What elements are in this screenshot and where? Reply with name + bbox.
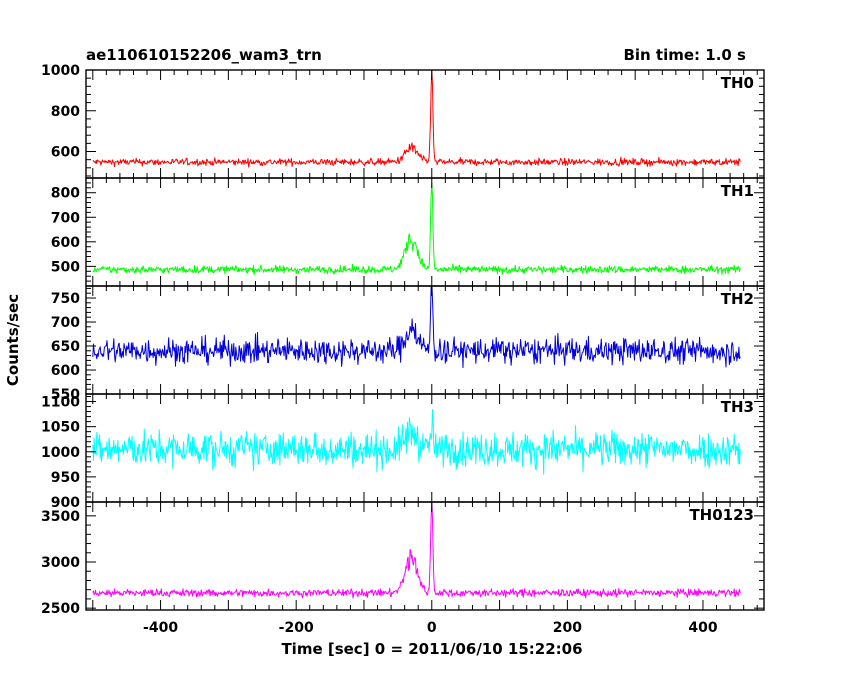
chart-subtitle: Bin time: 1.0 s bbox=[623, 46, 746, 64]
x-tick-label: 200 bbox=[553, 620, 582, 636]
y-axis-label: Counts/sec bbox=[4, 294, 22, 386]
x-axis-label: Time [sec] 0 = 2011/06/10 15:22:06 bbox=[281, 640, 582, 658]
y-tick-label: 600 bbox=[51, 235, 80, 251]
panel-frame-th2 bbox=[85, 285, 765, 395]
y-tick-label: 3000 bbox=[41, 555, 80, 571]
panel-label-th2: TH2 bbox=[721, 290, 754, 308]
panel-label-th1: TH1 bbox=[721, 182, 754, 200]
y-tick-label: 800 bbox=[51, 186, 80, 202]
y-tick-label: 1000 bbox=[41, 63, 80, 79]
y-tick-label: 3500 bbox=[41, 509, 80, 525]
y-tick-label: 1000 bbox=[41, 445, 80, 461]
x-tick-label: 400 bbox=[688, 620, 717, 636]
y-tick-label: 700 bbox=[51, 315, 80, 331]
x-tick-label: -200 bbox=[279, 620, 314, 636]
x-tick-label: 0 bbox=[427, 620, 437, 636]
y-tick-label: 900 bbox=[51, 495, 80, 511]
y-tick-label: 750 bbox=[51, 291, 80, 307]
chart-title: ae110610152206_wam3_trn bbox=[86, 46, 322, 64]
y-tick-label: 1100 bbox=[41, 395, 80, 411]
y-tick-label: 600 bbox=[51, 145, 80, 161]
series-line-th3 bbox=[92, 409, 741, 475]
panel-label-th0: TH0 bbox=[721, 74, 754, 92]
x-tick-label: -400 bbox=[143, 620, 178, 636]
y-tick-label: 500 bbox=[51, 259, 80, 275]
y-tick-label: 600 bbox=[51, 363, 80, 379]
panels-group: TH0 600 800 1000 TH1 500 600 700 800 TH2 550 600 650… bbox=[41, 63, 765, 636]
panel-frame-th0123 bbox=[85, 501, 765, 611]
y-tick-label: 2500 bbox=[41, 601, 80, 617]
y-tick-label: 700 bbox=[51, 210, 80, 226]
series-line-th2 bbox=[92, 286, 741, 369]
y-tick-label: 800 bbox=[51, 104, 80, 120]
series-line-th0123 bbox=[92, 502, 741, 599]
series-line-th0 bbox=[92, 70, 741, 168]
panel-label-th3: TH3 bbox=[721, 398, 754, 416]
y-tick-label: 950 bbox=[51, 470, 80, 486]
series-line-th1 bbox=[92, 182, 741, 276]
y-tick-label: 650 bbox=[51, 339, 80, 355]
y-tick-label: 550 bbox=[51, 387, 80, 403]
y-tick-label: 1050 bbox=[41, 420, 80, 436]
panel-label-th0123: TH0123 bbox=[689, 506, 754, 524]
